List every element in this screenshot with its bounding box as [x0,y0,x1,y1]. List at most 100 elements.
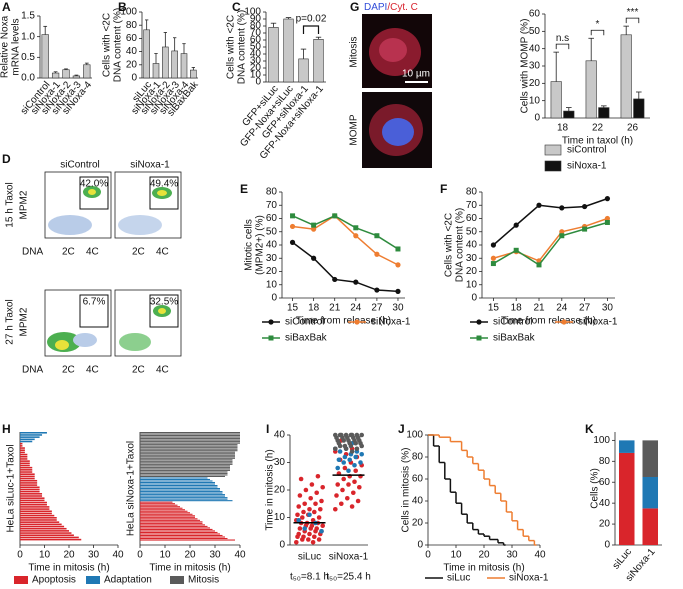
y-axis-label: Cells (%) [590,468,601,509]
bar [550,81,562,119]
y-tick-label: 10 [529,95,541,106]
bar [140,513,193,515]
dot [340,487,345,493]
bar [140,439,240,441]
cell-cloud [55,340,69,350]
y-axis-label: (MPM2+) (%) [255,215,266,275]
marker-label: 4C [86,365,99,376]
marker [513,247,519,253]
dot [296,504,302,509]
bar [140,537,228,540]
bar [140,489,220,491]
bar [140,512,190,514]
bar [20,523,62,526]
y-axis-label: Mitotic cells [244,219,255,271]
x-axis-label: Time in taxol (h) [562,136,633,147]
flow-panel: D siControl siNoxa-1 15 h Taxol MPM2 27 … [2,152,182,376]
category-label: 18 [557,123,569,134]
bar [20,458,28,460]
y-tick-label: 40 [126,46,138,57]
y-tick-label: 100 [593,435,610,446]
annotation: n.s [556,33,569,44]
dot [353,454,359,460]
bar [140,457,235,459]
bar [140,519,200,521]
category-label: 22 [592,123,604,134]
y-tick-label: 50 [250,42,262,53]
bar [140,436,240,438]
y-tick-label: 20 [529,78,541,89]
dot [319,498,324,504]
bar [20,534,74,537]
bar [140,468,230,470]
bar [140,522,203,524]
bar [143,29,150,79]
bar [20,501,47,504]
bracket [302,25,320,34]
y-axis-label: Cells with <2C [102,13,113,77]
dot [333,446,338,452]
stain: /Cyt. C [387,2,418,13]
y-tick-label: 0 [471,293,477,304]
bar [140,460,233,462]
gate-percent: 6.7% [83,297,106,308]
gate-percent: 32.5% [150,297,178,308]
bar [140,447,238,449]
bar [140,488,220,490]
y-tick-label: 20 [250,63,262,74]
dot [297,526,303,531]
row-title: 27 h Taxol [5,299,16,344]
bar [83,64,91,79]
dot [302,501,308,507]
dot [319,528,324,534]
marker [604,215,611,222]
x-tick-label: 15 [287,303,299,314]
panel-letter: B [118,0,127,14]
marker [290,213,296,219]
dot [307,506,312,512]
y-tick-label: 20 [599,519,611,530]
bar [140,497,228,499]
bar [20,519,57,521]
bar [20,464,30,467]
bar [140,465,230,467]
bar [20,449,25,452]
bar [140,495,225,497]
dot [309,523,315,529]
category-label: siNoxa-1 [329,552,369,563]
bar [140,483,215,485]
y-tick-label: 100 [406,430,423,441]
bar [20,473,35,475]
bar [20,521,60,523]
dot [353,440,359,446]
dot [302,526,308,531]
bar [20,506,50,508]
marker [490,255,496,261]
dot [308,495,314,501]
bar [140,484,218,487]
x-tick-label: 20 [478,550,490,561]
column-title: siControl [60,160,99,171]
y-tick-label: 0 [131,73,137,84]
y-tick-label: 0 [255,77,261,88]
x-tick-label: 15 [488,303,500,314]
marker [490,261,496,267]
x-tick-label: 27 [371,303,383,314]
y-tick-label: 1.5 [21,11,35,22]
x-axis-label: Time from release (h) [501,316,596,327]
axis-label: MPM2 [19,190,30,219]
x-axis-label: Time from release (h) [296,316,391,327]
y-axis-label: Cells with <2C [444,213,455,277]
bar [140,516,195,518]
legend-marker [476,319,482,325]
bar [20,479,38,482]
marker [311,226,317,232]
bar [140,491,223,493]
x-tick-label: 10 [39,550,51,561]
x-axis-label: Time in mitosis (h) [28,563,109,574]
x-tick-label: 24 [350,303,362,314]
marker [289,223,296,230]
annotation: p=0.02 [296,14,327,25]
dot [337,443,343,449]
